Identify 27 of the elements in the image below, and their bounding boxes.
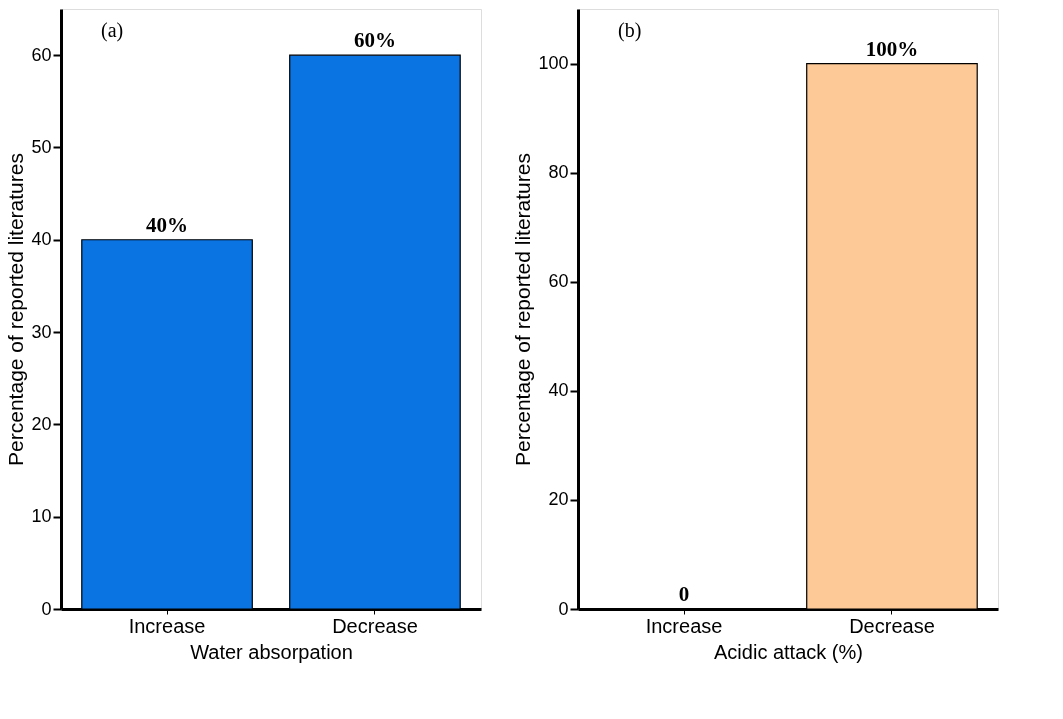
data-label: 0 [678, 582, 690, 606]
y-axis-title: Percentage of reported literatures [511, 153, 535, 466]
data-label: 60% [353, 28, 396, 53]
y-tick-label: 0 [558, 598, 569, 619]
x-tick-label: Decrease [849, 614, 935, 637]
y-tick-label: 0 [41, 598, 52, 619]
annotation: (a) [101, 19, 124, 42]
y-tick-label: 40 [548, 380, 569, 401]
y-tick-label: 60 [31, 44, 52, 65]
y-tick-label: 20 [548, 489, 569, 510]
y-tick-label: 100 [538, 53, 569, 74]
x-tick-label: Increase [645, 614, 723, 637]
y-tick-label: 50 [31, 136, 52, 157]
x-tick-label: Increase [128, 614, 206, 637]
data-label: 100% [865, 36, 919, 61]
y-tick-label: 60 [548, 271, 569, 292]
y-tick-label: 80 [548, 162, 569, 183]
annotation: (b) [618, 19, 642, 42]
data-label: 40% [146, 212, 189, 237]
y-tick-label: 30 [31, 321, 52, 342]
y-tick-label: 40 [31, 229, 52, 250]
y-tick-label: 10 [31, 506, 52, 527]
x-axis-title: Water absorpation [190, 640, 353, 663]
y-axis-title: Percentage of reported literatures [4, 153, 28, 466]
y-tick-label: 20 [31, 413, 52, 434]
x-axis-title: Acidic attack (%) [714, 640, 863, 663]
x-tick-label: Decrease [332, 614, 418, 637]
